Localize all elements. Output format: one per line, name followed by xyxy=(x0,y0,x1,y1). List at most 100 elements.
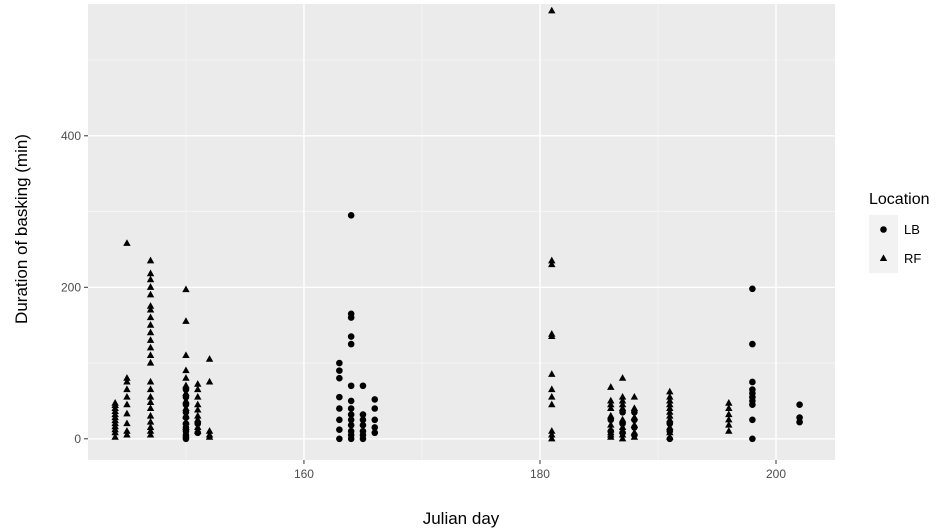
point-rf xyxy=(666,415,674,423)
point-rf xyxy=(123,239,131,246)
point-lb xyxy=(336,374,343,382)
point-rf xyxy=(146,275,155,283)
point-rf xyxy=(548,393,556,400)
point-rf xyxy=(607,383,615,390)
point-rf xyxy=(194,385,202,393)
point-rf xyxy=(548,256,556,264)
point-rf xyxy=(548,385,556,393)
point-lb xyxy=(347,405,355,412)
point-rf xyxy=(194,400,202,408)
point-rf xyxy=(725,404,733,412)
point-lb xyxy=(749,435,756,443)
point-rf xyxy=(182,285,190,293)
point-lb xyxy=(749,378,756,386)
point-rf xyxy=(146,290,155,298)
point-rf xyxy=(666,404,674,412)
point-rf xyxy=(205,430,214,438)
point-rf xyxy=(146,351,155,358)
point-lb xyxy=(347,421,355,429)
point-rf xyxy=(146,423,155,430)
point-rf xyxy=(123,385,131,393)
point-rf xyxy=(205,427,214,434)
point-rf xyxy=(630,393,639,400)
point-rf xyxy=(194,427,202,434)
point-lb xyxy=(371,424,379,431)
point-rf xyxy=(618,430,627,438)
point-rf xyxy=(666,396,674,404)
point-lb xyxy=(336,393,343,401)
point-rf xyxy=(618,396,627,404)
y-axis-title: Duration of basking (min) xyxy=(12,134,31,324)
point-rf xyxy=(146,358,155,366)
point-lb xyxy=(796,414,803,421)
point-rf xyxy=(607,400,615,408)
point-rf xyxy=(146,305,155,313)
point-lb xyxy=(347,416,355,424)
point-lb xyxy=(359,382,367,390)
point-rf xyxy=(146,385,155,393)
point-lb xyxy=(347,333,355,340)
point-lb xyxy=(749,285,756,293)
point-rf xyxy=(182,374,190,381)
point-lb xyxy=(347,411,355,418)
point-rf xyxy=(146,398,155,405)
point-lb xyxy=(371,405,379,412)
x-tick-label: 160 xyxy=(294,467,314,481)
point-rf xyxy=(182,404,190,412)
point-lb xyxy=(336,426,343,434)
point-rf xyxy=(146,343,155,351)
point-lb xyxy=(371,416,379,424)
point-rf xyxy=(123,419,131,427)
point-rf xyxy=(146,336,155,343)
point-lb xyxy=(371,396,379,403)
point-lb xyxy=(749,340,756,348)
point-rf xyxy=(607,421,615,428)
point-rf xyxy=(146,321,155,328)
point-rf xyxy=(182,396,190,404)
point-rf xyxy=(146,269,155,277)
point-rf xyxy=(666,423,674,430)
y-tick-label: 0 xyxy=(74,432,81,446)
point-rf xyxy=(194,411,202,419)
point-rf xyxy=(618,434,627,442)
point-lb xyxy=(347,427,355,435)
point-rf xyxy=(630,404,639,412)
point-rf xyxy=(666,433,674,440)
point-rf xyxy=(548,430,556,438)
series-rf xyxy=(111,6,733,442)
point-lb xyxy=(359,411,367,418)
point-rf xyxy=(123,427,131,434)
point-rf xyxy=(630,433,639,440)
point-rf xyxy=(182,366,190,374)
point-rf xyxy=(630,428,639,436)
point-rf xyxy=(666,411,674,419)
point-rf xyxy=(194,415,202,423)
point-rf xyxy=(146,313,155,321)
point-rf xyxy=(123,409,131,417)
point-lb xyxy=(336,359,343,367)
point-rf xyxy=(146,427,155,434)
point-lb xyxy=(347,340,355,348)
point-lb xyxy=(336,435,343,443)
point-lb xyxy=(371,429,379,437)
point-rf xyxy=(618,404,627,412)
point-rf xyxy=(111,433,119,440)
x-axis-title: Julian day xyxy=(423,509,500,528)
legend-key-triangle xyxy=(879,254,888,262)
point-lb xyxy=(796,418,803,426)
legend-title: Location xyxy=(869,191,930,208)
point-rf xyxy=(182,417,190,425)
legend-label-rf: RF xyxy=(904,251,921,266)
legend-label-lb: LB xyxy=(904,222,920,237)
point-rf xyxy=(607,425,615,433)
point-rf xyxy=(182,317,190,324)
point-rf xyxy=(548,260,556,268)
point-rf xyxy=(146,411,155,419)
point-rf xyxy=(548,434,556,442)
point-rf xyxy=(607,404,615,412)
point-lb xyxy=(336,416,343,424)
point-rf xyxy=(666,387,674,395)
point-rf xyxy=(548,370,556,377)
point-rf xyxy=(146,256,155,264)
